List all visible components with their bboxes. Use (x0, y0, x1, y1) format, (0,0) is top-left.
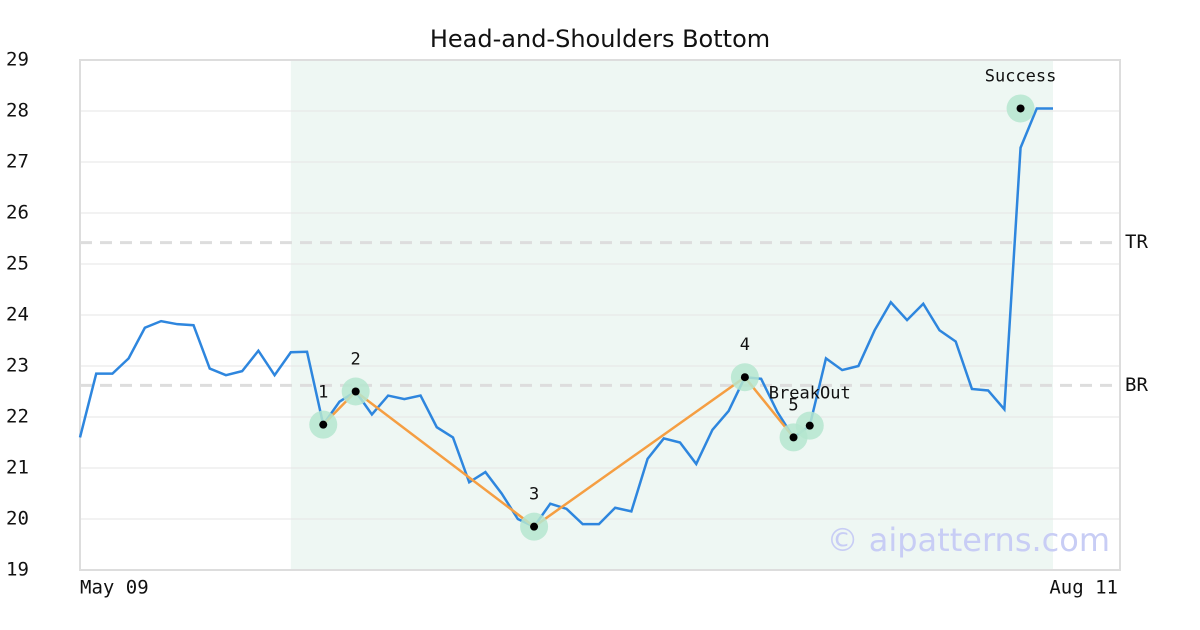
point-label: 4 (740, 335, 750, 355)
y-tick-label: 28 (6, 100, 29, 122)
plot-frame (79, 59, 1121, 571)
point-dot (530, 522, 539, 531)
point-label: 2 (351, 350, 361, 370)
point-label: 3 (529, 485, 539, 505)
y-tick-label: 22 (6, 406, 29, 428)
y-tick-label: 26 (6, 202, 29, 224)
y-tick-label: 29 (6, 49, 29, 71)
watermark: © aipatterns.com (827, 521, 1110, 559)
y-tick-label: 21 (6, 457, 29, 479)
x-tick-label: Aug 11 (1049, 577, 1118, 599)
y-tick-label: 27 (6, 151, 29, 173)
point-dot (319, 420, 328, 429)
level-label: TR (1125, 231, 1148, 253)
x-tick-label: May 09 (80, 577, 149, 599)
y-tick-label: 23 (6, 355, 29, 377)
point-dot (740, 373, 749, 382)
point-dot (1016, 104, 1025, 113)
y-tick-label: 19 (6, 559, 29, 581)
y-tick-label: 24 (6, 304, 29, 326)
chart-title: Head-and-Shoulders Bottom (430, 25, 770, 53)
point-dot (351, 387, 360, 396)
level-label: BR (1125, 374, 1148, 396)
point-label: 5 (788, 395, 798, 415)
point-dot (805, 421, 814, 430)
point-dot (789, 433, 798, 442)
point-label: Success (985, 66, 1057, 86)
y-tick-label: 25 (6, 253, 29, 275)
price-line (78, 107, 1053, 529)
y-tick-label: 20 (6, 508, 29, 530)
point-label: 1 (318, 383, 328, 403)
point-label: BreakOut (769, 384, 851, 404)
